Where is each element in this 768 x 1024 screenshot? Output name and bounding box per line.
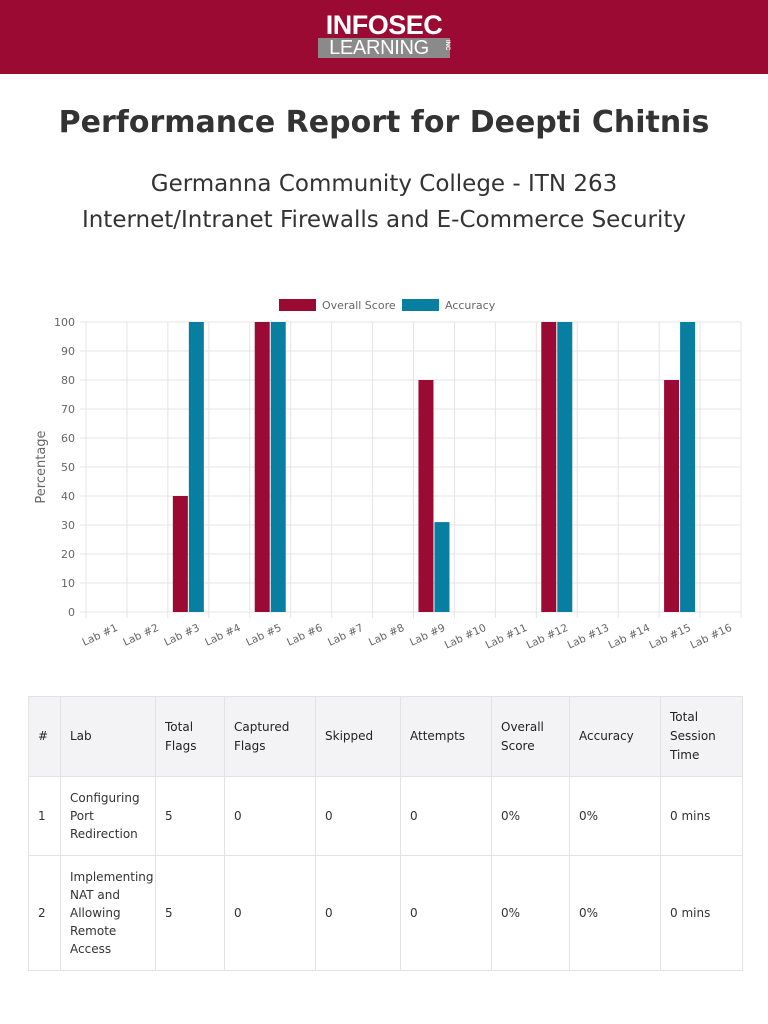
bar-accuracy <box>434 522 450 612</box>
cell-attempts: 0 <box>400 776 492 856</box>
x-tick-label: Lab #9 <box>408 622 447 649</box>
cell-attempts: 0 <box>400 855 492 971</box>
cell-total-flags: 5 <box>155 776 225 856</box>
x-tick-label: Lab #13 <box>566 622 611 652</box>
legend-label: Accuracy <box>445 299 496 312</box>
y-tick-label: 20 <box>61 548 75 561</box>
col-header-captured-flags: Captured Flags <box>224 696 316 777</box>
table-row: 1 Configuring Port Redirection 5 0 0 0 0… <box>28 776 743 856</box>
col-header-skipped: Skipped <box>315 696 401 777</box>
bar-overall-score <box>254 322 270 612</box>
cell-number: 1 <box>28 776 61 856</box>
cell-lab: Configuring Port Redirection <box>60 776 156 856</box>
legend-label: Overall Score <box>322 299 396 312</box>
y-tick-label: 0 <box>68 606 75 619</box>
y-axis-label: Percentage <box>34 430 49 503</box>
bar-accuracy <box>557 322 573 612</box>
infosec-learning-logo: INFOSEC LEARNING INC <box>318 12 450 58</box>
y-tick-label: 50 <box>61 461 75 474</box>
col-header-lab: Lab <box>60 696 156 777</box>
cell-captured-flags: 0 <box>224 776 316 856</box>
bar-accuracy <box>270 322 286 612</box>
x-tick-label: Lab #5 <box>244 622 283 649</box>
x-tick-label: Lab #14 <box>607 622 653 652</box>
report-subtitle: Germanna Community College - ITN 263 Int… <box>0 166 768 238</box>
header-bar: INFOSEC LEARNING INC <box>0 0 768 74</box>
table-row: 2 Implementing NAT and Allowing Remote A… <box>28 855 743 971</box>
y-tick-label: 10 <box>61 577 75 590</box>
x-tick-label: Lab #4 <box>203 622 243 649</box>
logo-bottom-text: LEARNING INC <box>318 38 450 58</box>
bar-overall-score <box>541 322 557 612</box>
lab-results-table: # Lab Total Flags Captured Flags Skipped… <box>28 696 743 971</box>
bar-accuracy <box>680 322 696 612</box>
bar-overall-score <box>418 380 434 612</box>
logo-top-text: INFOSEC <box>325 10 443 40</box>
cell-number: 2 <box>28 855 61 971</box>
y-tick-label: 90 <box>61 345 75 358</box>
legend-swatch <box>402 299 439 311</box>
lab-results-table-wrapper: # Lab Total Flags Captured Flags Skipped… <box>28 696 743 971</box>
col-header-accuracy: Accuracy <box>569 696 661 777</box>
bar-overall-score <box>172 496 188 612</box>
y-tick-label: 80 <box>61 374 75 387</box>
cell-skipped: 0 <box>315 855 401 971</box>
bar-accuracy <box>188 322 204 612</box>
col-header-attempts: Attempts <box>400 696 492 777</box>
y-tick-label: 40 <box>61 490 75 503</box>
y-tick-label: 70 <box>61 403 75 416</box>
x-tick-label: Lab #11 <box>484 622 529 652</box>
x-tick-label: Lab #12 <box>525 622 570 652</box>
page-title: Performance Report for Deepti Chitnis <box>58 105 710 140</box>
x-tick-label: Lab #3 <box>162 622 201 649</box>
x-tick-label: Lab #1 <box>80 622 119 649</box>
x-tick-label: Lab #7 <box>326 622 365 649</box>
x-tick-label: Lab #15 <box>648 622 693 652</box>
subtitle-line-1: Germanna Community College - ITN 263 <box>150 171 618 197</box>
x-tick-label: Lab #16 <box>688 622 734 652</box>
cell-skipped: 0 <box>315 776 401 856</box>
legend-swatch <box>279 299 316 311</box>
cell-session-time: 0 mins <box>660 776 743 856</box>
performance-chart: 0 10 20 30 40 50 60 70 80 90 100 Lab #1 Lab #2 Lab #3… <box>34 299 742 652</box>
col-header-number: # <box>28 696 61 777</box>
cell-overall-score: 0% <box>491 855 570 971</box>
col-header-session-time: Total Session Time <box>660 696 743 777</box>
x-tick-label: Lab #10 <box>443 622 488 652</box>
y-tick-label: 60 <box>61 432 75 445</box>
cell-total-flags: 5 <box>155 855 225 971</box>
x-tick-label: Lab #6 <box>285 622 325 649</box>
subtitle-line-2: Internet/Intranet Firewalls and E-Commer… <box>81 207 687 233</box>
col-header-total-flags: Total Flags <box>155 696 225 777</box>
logo-inc-text: INC <box>444 40 450 51</box>
cell-lab: Implementing NAT and Allowing Remote Acc… <box>60 855 156 971</box>
table-header-row: # Lab Total Flags Captured Flags Skipped… <box>28 696 743 777</box>
bar-overall-score <box>664 380 680 612</box>
col-header-overall-score: Overall Score <box>491 696 570 777</box>
cell-overall-score: 0% <box>491 776 570 856</box>
cell-session-time: 0 mins <box>660 855 743 971</box>
x-tick-label: Lab #8 <box>367 622 406 649</box>
y-tick-label: 100 <box>54 316 75 329</box>
cell-accuracy: 0% <box>569 855 661 971</box>
x-tick-label: Lab #2 <box>121 622 160 649</box>
cell-accuracy: 0% <box>569 776 661 856</box>
logo-bottom-word: LEARNING <box>329 37 429 59</box>
y-tick-label: 30 <box>61 519 75 532</box>
cell-captured-flags: 0 <box>224 855 316 971</box>
